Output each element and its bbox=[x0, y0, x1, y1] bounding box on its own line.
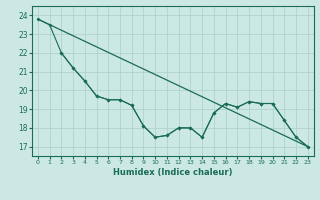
X-axis label: Humidex (Indice chaleur): Humidex (Indice chaleur) bbox=[113, 168, 233, 177]
